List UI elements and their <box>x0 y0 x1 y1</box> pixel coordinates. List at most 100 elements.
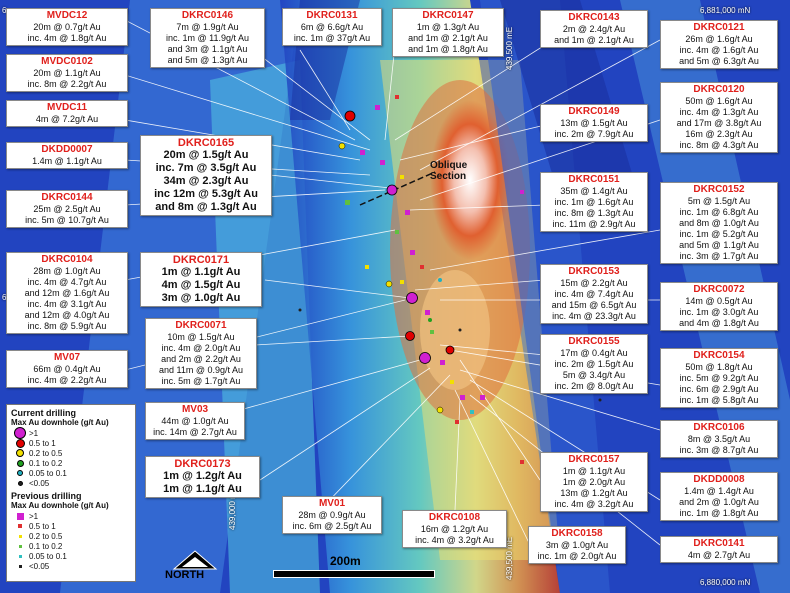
intercept-line: 2m @ 2.4g/t Au <box>562 24 626 34</box>
intercept-line: 1m @ 1.1g/t Au <box>562 466 626 476</box>
square-marker-icon <box>11 512 29 520</box>
square-marker-icon <box>11 564 29 568</box>
hole-id: DKRC0147 <box>422 10 474 21</box>
intercept-line: 8m @ 3.5g/t Au <box>687 434 751 444</box>
intercept-line: inc. 5m @ 9.2g/t Au <box>679 373 759 383</box>
hole-id: MV01 <box>318 498 346 509</box>
circle-marker-icon <box>11 427 29 439</box>
intercept-line: 25m @ 2.5g/t Au <box>33 204 101 214</box>
legend-label: 0.2 to 0.5 <box>29 531 63 541</box>
circle-marker-icon <box>11 480 29 486</box>
legend-label: <0.05 <box>29 561 50 571</box>
intercept-line: inc. 8m @ 5.9g/t Au <box>27 321 107 331</box>
legend-row: 0.05 to 0.1 <box>11 468 131 478</box>
north-arrow-icon <box>172 550 218 570</box>
oblique-section-line <box>359 171 436 206</box>
intercept-line: 3m @ 1.0g/t Au <box>161 292 241 304</box>
grid-label-n-bottom: 6,880,000 mN <box>700 578 751 587</box>
intercept-line: and 8m @ 1.3g/t Au <box>155 201 257 213</box>
intercept-line: inc. 1m @ 1.8g/t Au <box>679 508 759 518</box>
intercept-line: and 5m @ 6.3g/t Au <box>679 56 759 66</box>
legend-current-items: >1 0.5 to 1 0.2 to 0.5 0.1 to 0.2 0.05 to 0.… <box>11 427 131 488</box>
legend-previous-title: Previous drilling <box>11 491 82 501</box>
legend-current-subtitle: Max Au downhole (g/t Au) <box>11 418 109 427</box>
intercept-line: 10m @ 1.5g/t Au <box>167 332 235 342</box>
intercept-line: inc. 6m @ 2.9g/t Au <box>679 384 759 394</box>
intercept-line: 16m @ 1.2g/t Au <box>420 524 489 534</box>
label-DKRC0157: DKRC0157 1m @ 1.1g/t Au 1m @ 2.0g/t Au 1… <box>540 452 648 512</box>
legend-label: 0.5 to 1 <box>29 521 56 531</box>
hole-id: MVDC12 <box>46 10 88 21</box>
intercept-line: inc. 1m @ 6.8g/t Au <box>679 207 759 217</box>
label-DKRC0071: DKRC0071 10m @ 1.5g/t Au inc. 4m @ 2.0g/… <box>145 318 257 389</box>
intercept-line: 35m @ 1.4g/t Au <box>560 186 628 196</box>
intercept-line: and 12m @ 1.6g/t Au <box>24 288 110 298</box>
label-DKRC0151: DKRC0151 35m @ 1.4g/t Au inc. 1m @ 1.6g/… <box>540 172 648 232</box>
hole-id: DKRC0131 <box>306 10 358 21</box>
intercept-line: inc. 4m @ 2.0g/t Au <box>161 343 241 353</box>
intercept-line: inc. 3m @ 1.7g/t Au <box>679 251 759 261</box>
north-label: NORTH <box>165 569 205 581</box>
hole-id: DKRC0108 <box>428 512 481 523</box>
label-MVDC12: MVDC12 20m @ 0.7g/t Au inc. 4m @ 1.8g/t … <box>6 8 128 46</box>
legend-row: 0.05 to 0.1 <box>11 551 131 561</box>
label-DKRC0153: DKRC0153 15m @ 2.2g/t Au inc. 4m @ 7.4g/… <box>540 264 648 324</box>
intercept-line: 13m @ 1.2g/t Au <box>560 488 628 498</box>
legend-previous-subtitle: Max Au downhole (g/t Au) <box>11 501 109 510</box>
intercept-line: inc. 1m @ 5.2g/t Au <box>679 229 759 239</box>
label-DKRC0146: DKRC0146 7m @ 1.9g/t Au inc. 1m @ 11.9g/… <box>150 8 265 68</box>
legend-label: 0.5 to 1 <box>29 438 56 448</box>
intercept-line: 13m @ 1.5g/t Au <box>560 118 628 128</box>
legend-label: 0.05 to 0.1 <box>29 551 67 561</box>
oblique-label-line2: Section <box>430 171 467 182</box>
intercept-line: inc. 4m @ 1.6g/t Au <box>679 45 759 55</box>
hole-id: DKRC0171 <box>172 254 230 266</box>
legend-row: 0.5 to 1 <box>11 438 131 448</box>
square-marker-icon <box>11 534 29 538</box>
hole-id: DKRC0151 <box>568 174 620 185</box>
circle-marker-icon <box>11 438 29 448</box>
square-marker-icon <box>11 554 29 558</box>
intercept-line: 20m @ 1.1g/t Au <box>33 68 101 78</box>
scale-label: 200m <box>330 554 361 568</box>
intercept-line: 15m @ 2.2g/t Au <box>560 278 628 288</box>
legend-row: <0.05 <box>11 478 131 488</box>
intercept-line: 5m @ 1.5g/t Au <box>687 196 751 206</box>
oblique-label-line1: Oblique <box>430 160 468 171</box>
intercept-line: inc. 1m @ 37g/t Au <box>293 33 371 43</box>
legend-previous-items: >1 0.5 to 1 0.2 to 0.5 0.1 to 0.2 0.05 to 0.… <box>11 511 131 571</box>
circle-marker-icon <box>11 470 29 476</box>
hole-id: DKRC0144 <box>41 192 93 203</box>
hole-id: DKRC0154 <box>693 350 745 361</box>
intercept-line: inc. 4m @ 7.4g/t Au <box>554 289 634 299</box>
legend-row: 0.1 to 0.2 <box>11 458 131 468</box>
intercept-line: and 2m @ 1.0g/t Au <box>679 497 759 507</box>
intercept-line: inc. 7m @ 3.5g/t Au <box>155 162 257 174</box>
label-DKRC0143: DKRC0143 2m @ 2.4g/t Au and 1m @ 2.1g/t … <box>540 10 648 48</box>
intercept-line: 50m @ 1.8g/t Au <box>685 362 753 372</box>
hole-id: DKRC0173 <box>174 458 231 470</box>
intercept-line: 4m @ 7.2g/t Au <box>35 114 99 124</box>
legend-current-title: Current drilling <box>11 408 76 418</box>
intercept-line: inc. 4m @ 1.8g/t Au <box>27 33 107 43</box>
hole-id: DKRC0153 <box>568 266 620 277</box>
hole-id: DKRC0158 <box>551 528 603 539</box>
intercept-line: 1m @ 1.2g/t Au <box>163 470 242 482</box>
intercept-line: and 3m @ 1.1g/t Au <box>167 44 248 54</box>
intercept-line: 20m @ 1.5g/t Au <box>163 149 249 161</box>
legend-label: >1 <box>29 511 39 521</box>
label-DKRC0149: DKRC0149 13m @ 1.5g/t Au inc. 2m @ 7.9g/… <box>540 104 648 142</box>
intercept-line: 1m @ 2.0g/t Au <box>562 477 626 487</box>
intercept-line: inc. 3m @ 8.7g/t Au <box>679 445 759 455</box>
intercept-line: and 17m @ 3.8g/t Au <box>676 118 762 128</box>
intercept-line: and 5m @ 1.3g/t Au <box>167 55 248 65</box>
intercept-line: 6m @ 6.6g/t Au <box>300 22 364 32</box>
legend-row: 0.2 to 0.5 <box>11 531 131 541</box>
intercept-line: 17m @ 0.4g/t Au <box>560 348 628 358</box>
hole-id: DKRC0143 <box>568 12 620 23</box>
hole-id: DKRC0165 <box>177 137 235 149</box>
intercept-line: inc. 8m @ 1.3g/t Au <box>554 208 634 218</box>
hole-id: MVDC11 <box>46 102 87 113</box>
intercept-line: 44m @ 1.0g/t Au <box>161 416 229 426</box>
